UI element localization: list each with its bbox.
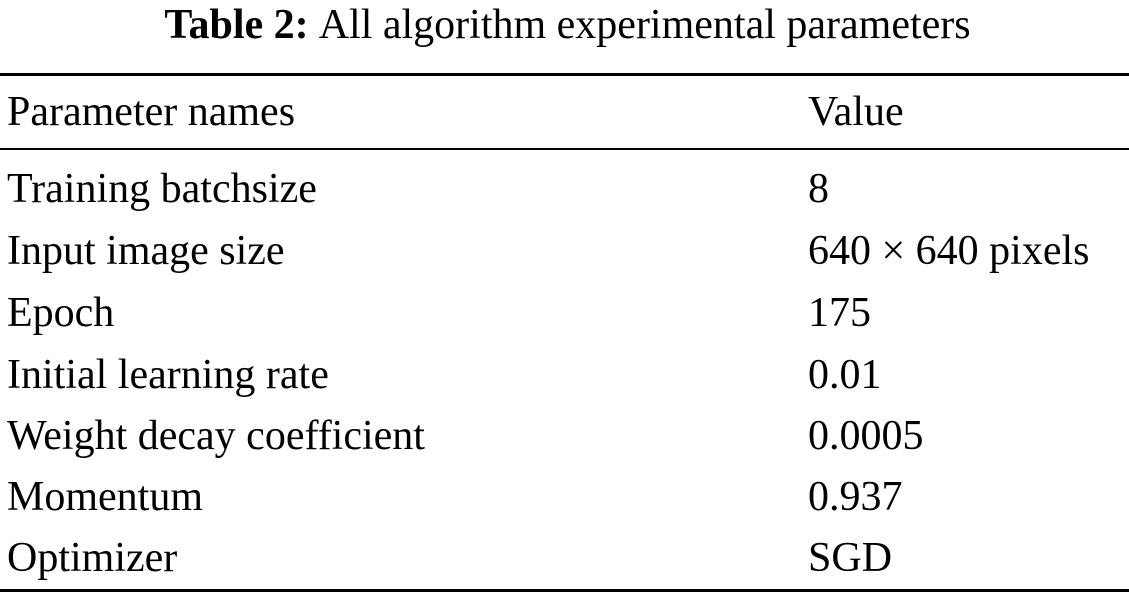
- row-parameter-name: Momentum: [7, 474, 203, 520]
- table-header-row: Parameter names Value: [0, 81, 1129, 143]
- table-bottom-rule: [0, 589, 1129, 592]
- row-parameter-value: 640 × 640 pixels: [808, 228, 1090, 274]
- table-row: Optimizer SGD: [0, 527, 1129, 589]
- table-top-rule: [0, 73, 1129, 76]
- table-row: Momentum 0.937: [0, 466, 1129, 528]
- row-parameter-name: Training batchsize: [7, 166, 317, 212]
- row-parameter-value: 0.01: [808, 352, 882, 398]
- row-parameter-name: Epoch: [7, 290, 115, 336]
- table-row: Initial learning rate 0.01: [0, 344, 1129, 406]
- table-caption-text: All algorithm experimental parameters: [318, 2, 971, 48]
- row-parameter-name: Optimizer: [7, 535, 178, 581]
- row-parameter-name: Input image size: [7, 228, 285, 274]
- row-parameter-value: 0.0005: [808, 413, 924, 459]
- table-caption-label: Table 2:: [164, 2, 309, 48]
- header-value: Value: [808, 89, 904, 135]
- table-row: Weight decay coefficient 0.0005: [0, 405, 1129, 467]
- row-parameter-name: Initial learning rate: [7, 352, 329, 398]
- table-caption: Table 2: All algorithm experimental param…: [0, 0, 1129, 58]
- row-parameter-value: 0.937: [808, 474, 903, 520]
- header-parameter-names: Parameter names: [7, 89, 296, 135]
- table-row: Training batchsize 8: [0, 158, 1129, 220]
- table-row: Input image size 640 × 640 pixels: [0, 220, 1129, 282]
- table-row: Epoch 175: [0, 282, 1129, 344]
- row-parameter-value: SGD: [808, 535, 893, 581]
- row-parameter-value: 8: [808, 166, 829, 212]
- row-parameter-value: 175: [808, 290, 871, 336]
- table-header-rule: [0, 148, 1129, 150]
- row-parameter-name: Weight decay coefficient: [7, 413, 425, 459]
